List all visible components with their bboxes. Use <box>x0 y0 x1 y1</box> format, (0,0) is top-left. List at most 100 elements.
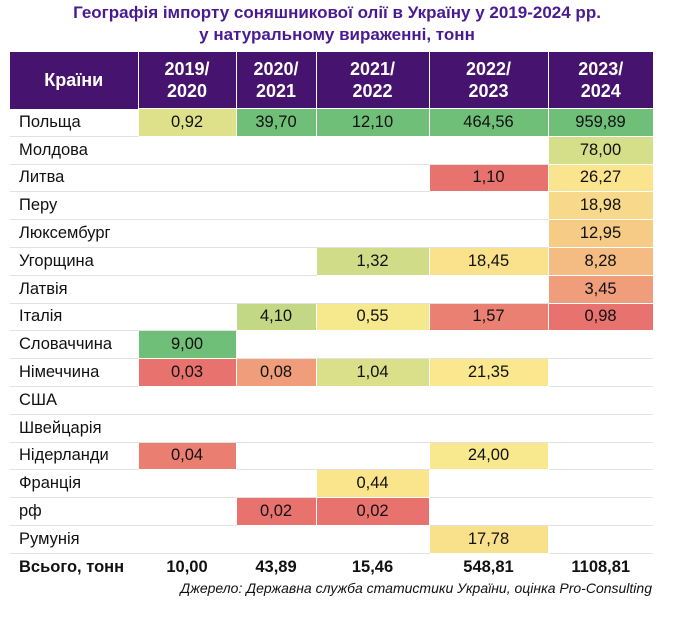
value-cell: 0,03 <box>137 358 237 387</box>
value-cell <box>428 414 548 443</box>
total-value: 15,46 <box>315 553 429 581</box>
value-cell: 0,44 <box>315 469 430 499</box>
header-line: 2021/ <box>349 59 396 79</box>
value-cell <box>315 275 429 304</box>
value-cell <box>428 219 548 248</box>
value-cell: 0,98 <box>547 302 654 332</box>
value-cell: 12,10 <box>315 108 430 137</box>
table-row: рф 0,02 0,02 <box>10 497 653 526</box>
country-name: Швейцарія <box>10 414 138 443</box>
header-line: Країни <box>44 70 104 91</box>
value-cell: 78,00 <box>547 135 654 165</box>
value-cell: 18,98 <box>547 191 654 221</box>
value-cell <box>547 358 653 387</box>
chart-title: Географія імпорту соняшникової олії в Ук… <box>0 2 674 46</box>
header-year: 2020/2021 <box>235 52 316 109</box>
value-cell <box>235 275 316 304</box>
header-country: Країни <box>10 52 138 109</box>
value-cell <box>235 330 316 360</box>
header-year: 2022/2023 <box>428 52 548 109</box>
value-cell <box>547 497 653 526</box>
total-value: 548,81 <box>428 553 548 581</box>
value-cell <box>547 442 653 471</box>
value-cell <box>547 525 653 554</box>
country-name: Люксембург <box>10 219 138 248</box>
value-cell <box>235 247 316 276</box>
value-cell: 0,04 <box>137 441 237 471</box>
value-cell <box>137 191 236 221</box>
country-name: Словаччина <box>10 330 138 360</box>
value-cell <box>235 469 316 499</box>
table-row: Швейцарія <box>10 414 653 443</box>
value-cell <box>235 191 316 221</box>
value-cell <box>137 275 236 304</box>
header-year: 2019/2020 <box>137 52 236 109</box>
value-cell <box>315 386 429 415</box>
value-cell: 26,27 <box>547 163 654 193</box>
value-cell: 959,89 <box>547 108 654 137</box>
value-cell: 3,45 <box>547 274 654 304</box>
value-cell <box>235 136 316 165</box>
value-cell <box>235 219 316 248</box>
value-cell <box>235 164 316 193</box>
value-cell <box>315 330 429 360</box>
total-row: Всього, тонн 10,00 43,89 15,46 548,81 1108,81 <box>10 553 653 581</box>
value-cell <box>235 525 316 554</box>
country-name: Італія <box>10 303 138 332</box>
header-year: 2021/2022 <box>315 52 429 109</box>
table-row: Люксембург 12,95 <box>10 219 654 248</box>
value-cell: 0,55 <box>315 302 430 332</box>
table-row: Перу 18,98 <box>10 191 654 221</box>
value-cell <box>137 497 236 526</box>
country-name: Румунія <box>10 525 138 554</box>
value-cell <box>428 386 548 415</box>
table-row: Франція 0,44 <box>10 469 653 499</box>
country-name: Латвія <box>10 275 138 304</box>
value-cell: 0,08 <box>235 358 317 387</box>
value-cell: 8,28 <box>547 246 654 276</box>
value-cell <box>137 136 236 165</box>
country-name: Литва <box>10 164 138 193</box>
header-line: 2022/ <box>465 59 512 79</box>
table-row: Румунія 17,78 <box>10 524 653 554</box>
table-row: Польща 0,92 39,70 12,10 464,56 959,89 <box>10 108 654 137</box>
table-row: Німеччина 0,03 0,08 1,04 21,35 <box>10 358 653 387</box>
country-name: Перу <box>10 191 138 221</box>
country-name: рф <box>10 497 138 526</box>
value-cell: 0,92 <box>137 108 237 137</box>
value-cell <box>137 303 236 332</box>
table-row: Латвія 3,45 <box>10 274 654 304</box>
header-line: 2020/ <box>253 59 299 79</box>
table-row: Словаччина 9,00 <box>10 330 653 360</box>
total-label: Всього, тонн <box>19 557 125 576</box>
value-cell: 17,78 <box>428 524 549 554</box>
header-line: 2023/ <box>578 59 624 79</box>
value-cell <box>315 442 429 471</box>
value-cell <box>428 275 548 304</box>
value-cell <box>315 191 429 221</box>
value-cell <box>547 330 653 360</box>
value-cell <box>137 247 236 276</box>
value-cell <box>137 164 236 193</box>
country-name: Молдова <box>10 136 138 165</box>
table-row: Нідерланди 0,04 24,00 <box>10 441 653 471</box>
total-value: 1108,81 <box>547 553 653 581</box>
value-cell <box>137 469 236 499</box>
value-cell: 24,00 <box>428 441 549 471</box>
import-table: Країни 2019/2020 2020/2021 2021/2022 2022/20… <box>10 52 654 581</box>
table-body: Польща 0,92 39,70 12,10 464,56 959,89 Молдова 7… <box>10 108 654 581</box>
header-line: 2021 <box>255 81 297 101</box>
value-cell <box>547 469 653 499</box>
value-cell: 1,10 <box>428 163 549 193</box>
country-name: Угорщина <box>10 247 138 276</box>
value-cell <box>137 525 236 554</box>
value-cell <box>235 442 316 471</box>
value-cell <box>428 136 548 165</box>
country-name: Німеччина <box>10 358 138 387</box>
table-row: Молдова 78,00 <box>10 135 654 165</box>
value-cell: 1,32 <box>315 246 430 276</box>
value-cell <box>428 469 548 499</box>
header-row: Країни 2019/2020 2020/2021 2021/2022 2022/20… <box>10 52 653 109</box>
value-cell <box>137 386 236 415</box>
value-cell: 464,56 <box>428 108 549 137</box>
